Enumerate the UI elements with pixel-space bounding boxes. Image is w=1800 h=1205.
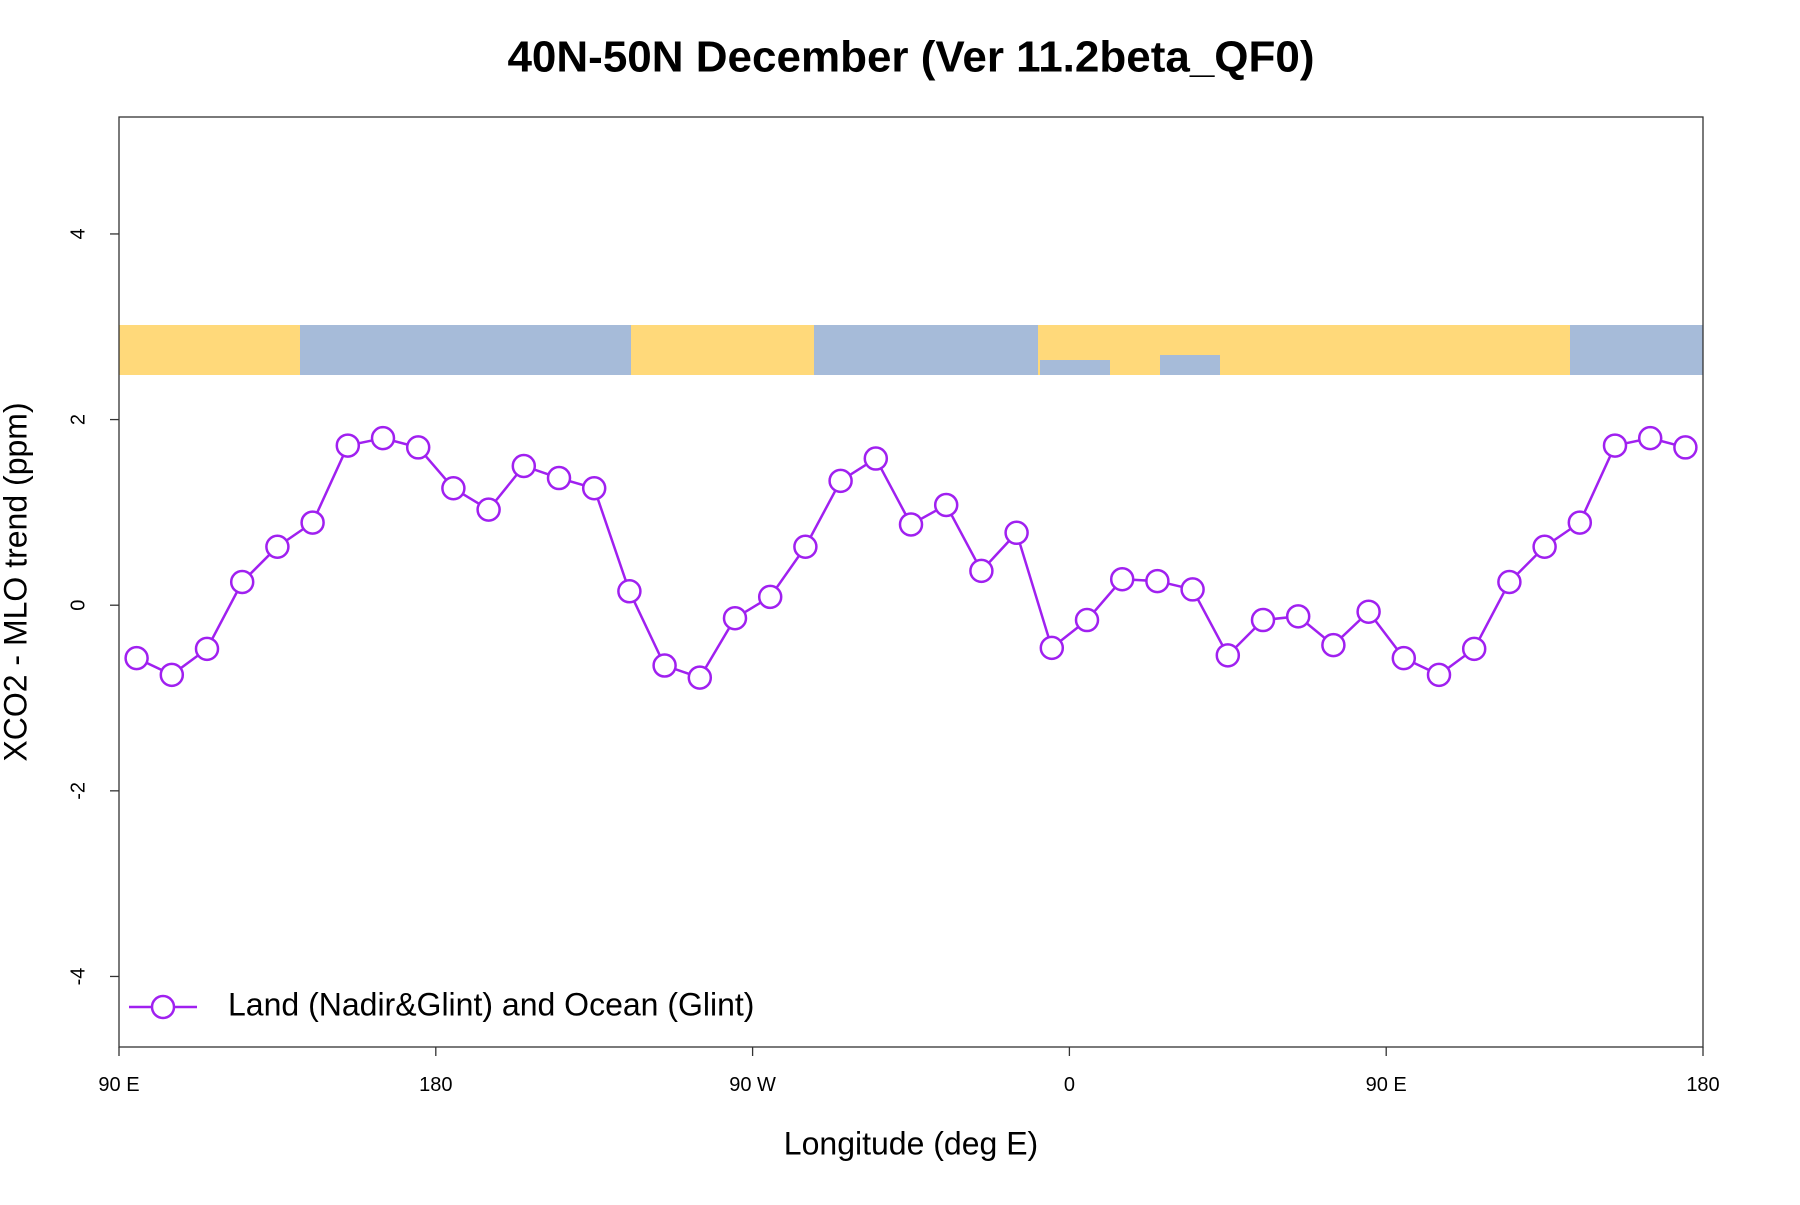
data-point — [229, 569, 255, 595]
data-point — [1285, 604, 1311, 629]
x-axis-label: Longitude (deg E) — [784, 1125, 1038, 1161]
data-point — [863, 446, 889, 471]
data-point — [617, 579, 642, 604]
data-point — [194, 636, 220, 662]
data-point — [757, 584, 783, 610]
data-point — [1004, 520, 1029, 546]
x-tick-label: 180 — [1686, 1074, 1719, 1096]
y-tick-label: 4 — [67, 228, 89, 239]
data-point — [1426, 662, 1452, 688]
data-point — [1074, 607, 1100, 633]
data-point — [1567, 510, 1593, 535]
data-point — [652, 653, 677, 678]
data-point — [969, 558, 994, 584]
x-tick-label: 90 E — [1366, 1074, 1407, 1096]
y-tick-label: 0 — [67, 600, 89, 611]
data-point — [933, 492, 959, 518]
data-point — [405, 435, 431, 460]
data-point — [1602, 433, 1628, 458]
chart-title: 40N-50N December (Ver 11.2beta_QF0) — [507, 33, 1314, 82]
legend-marker — [150, 994, 176, 1020]
data-point — [1637, 425, 1663, 451]
data-point — [1180, 577, 1205, 602]
x-tick-label: 180 — [419, 1074, 452, 1096]
data-point — [828, 468, 853, 494]
data-point — [546, 465, 572, 491]
data-point — [793, 534, 818, 559]
x-tick-label: 90 E — [98, 1074, 139, 1096]
map-land — [1038, 325, 1570, 375]
data-point — [511, 453, 537, 479]
data-point — [1532, 534, 1557, 559]
data-point — [898, 512, 924, 537]
map-strip — [119, 325, 1703, 375]
map-land — [631, 325, 814, 375]
data-point — [476, 497, 501, 522]
data-point — [1215, 643, 1241, 668]
data-point — [335, 433, 361, 458]
data-point — [1039, 635, 1065, 661]
data-point — [159, 662, 185, 688]
x-tick-label: 90 W — [729, 1074, 776, 1096]
data-point — [1109, 566, 1135, 592]
data-point — [1461, 636, 1487, 662]
y-axis-label: XCO2 - MLO trend (ppm) — [0, 402, 33, 761]
map-sea — [1160, 355, 1220, 375]
data-point — [124, 645, 149, 671]
data-point — [1673, 435, 1698, 460]
data-point — [1497, 569, 1522, 595]
plot-frame — [118, 116, 1704, 1048]
data-point — [441, 476, 466, 501]
legend-label: Land (Nadir&Glint) and Ocean (Glint) — [228, 986, 754, 1022]
map-land — [119, 325, 300, 375]
data-point — [1391, 645, 1417, 671]
data-point — [370, 425, 396, 451]
x-tick-label: 0 — [1064, 1074, 1075, 1096]
map-sea — [1040, 360, 1110, 375]
data-point — [265, 534, 290, 559]
data-point — [300, 510, 325, 535]
y-tick-label: -2 — [67, 782, 89, 800]
y-tick-label: 2 — [67, 414, 89, 425]
data-point — [1356, 599, 1381, 624]
y-tick-label: -4 — [67, 968, 89, 986]
series-line — [136, 436, 1686, 680]
data-point — [687, 665, 713, 690]
data-point — [722, 605, 748, 631]
data-point — [581, 476, 607, 501]
data-point — [1145, 568, 1170, 594]
data-point — [1250, 607, 1276, 633]
data-point — [1321, 632, 1346, 658]
